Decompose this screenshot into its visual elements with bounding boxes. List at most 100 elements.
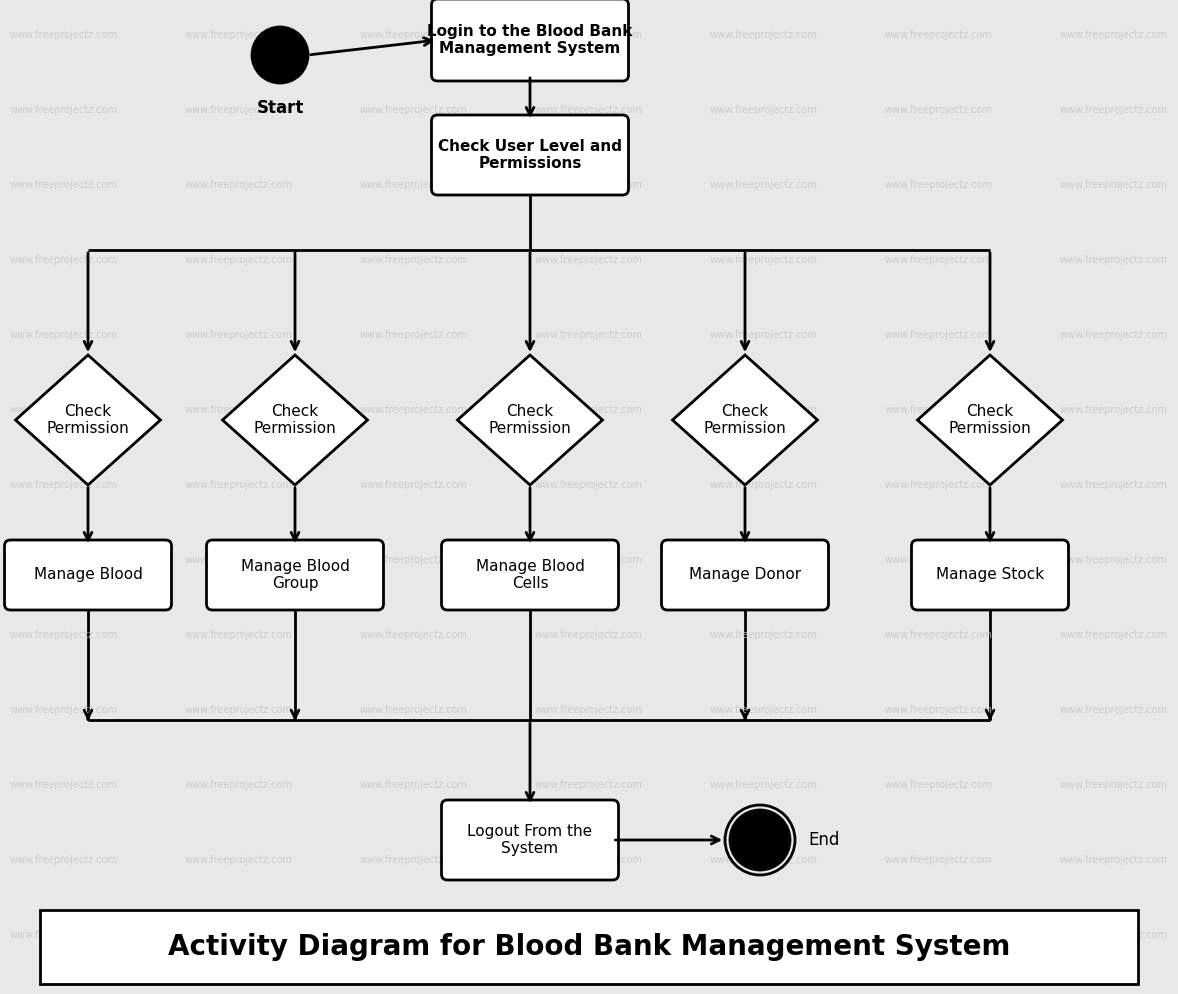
- Text: www.freeprojectz.com: www.freeprojectz.com: [535, 630, 643, 640]
- Text: www.freeprojectz.com: www.freeprojectz.com: [535, 780, 643, 790]
- Text: www.freeprojectz.com: www.freeprojectz.com: [710, 855, 818, 865]
- Text: www.freeprojectz.com: www.freeprojectz.com: [360, 930, 468, 940]
- Polygon shape: [918, 355, 1063, 485]
- Text: www.freeprojectz.com: www.freeprojectz.com: [9, 630, 118, 640]
- Text: www.freeprojectz.com: www.freeprojectz.com: [9, 855, 118, 865]
- Text: www.freeprojectz.com: www.freeprojectz.com: [710, 330, 818, 340]
- Text: www.freeprojectz.com: www.freeprojectz.com: [535, 480, 643, 490]
- Text: www.freeprojectz.com: www.freeprojectz.com: [185, 630, 293, 640]
- Text: www.freeprojectz.com: www.freeprojectz.com: [535, 255, 643, 265]
- Text: www.freeprojectz.com: www.freeprojectz.com: [885, 630, 993, 640]
- Text: www.freeprojectz.com: www.freeprojectz.com: [535, 555, 643, 565]
- FancyBboxPatch shape: [662, 540, 828, 610]
- Text: Manage Donor: Manage Donor: [689, 568, 801, 582]
- Text: Start: Start: [257, 99, 304, 117]
- Text: www.freeprojectz.com: www.freeprojectz.com: [885, 255, 993, 265]
- Text: Manage Blood: Manage Blood: [33, 568, 143, 582]
- Text: www.freeprojectz.com: www.freeprojectz.com: [185, 480, 293, 490]
- Text: www.freeprojectz.com: www.freeprojectz.com: [885, 855, 993, 865]
- Text: www.freeprojectz.com: www.freeprojectz.com: [535, 405, 643, 415]
- Text: www.freeprojectz.com: www.freeprojectz.com: [1060, 30, 1167, 40]
- FancyBboxPatch shape: [431, 115, 629, 195]
- Text: www.freeprojectz.com: www.freeprojectz.com: [1060, 705, 1167, 715]
- Polygon shape: [457, 355, 602, 485]
- Text: www.freeprojectz.com: www.freeprojectz.com: [710, 780, 818, 790]
- Text: www.freeprojectz.com: www.freeprojectz.com: [710, 705, 818, 715]
- Text: www.freeprojectz.com: www.freeprojectz.com: [710, 255, 818, 265]
- Text: Check User Level and
Permissions: Check User Level and Permissions: [438, 139, 622, 171]
- Text: www.freeprojectz.com: www.freeprojectz.com: [1060, 180, 1167, 190]
- Text: Manage Blood
Group: Manage Blood Group: [240, 559, 350, 591]
- Text: www.freeprojectz.com: www.freeprojectz.com: [535, 855, 643, 865]
- Text: www.freeprojectz.com: www.freeprojectz.com: [9, 405, 118, 415]
- Text: Activity Diagram for Blood Bank Management System: Activity Diagram for Blood Bank Manageme…: [167, 933, 1011, 961]
- Text: www.freeprojectz.com: www.freeprojectz.com: [1060, 255, 1167, 265]
- Text: www.freeprojectz.com: www.freeprojectz.com: [360, 180, 468, 190]
- Text: Check
Permission: Check Permission: [253, 404, 337, 436]
- Text: www.freeprojectz.com: www.freeprojectz.com: [710, 30, 818, 40]
- Text: www.freeprojectz.com: www.freeprojectz.com: [710, 630, 818, 640]
- Text: www.freeprojectz.com: www.freeprojectz.com: [885, 780, 993, 790]
- Text: www.freeprojectz.com: www.freeprojectz.com: [9, 480, 118, 490]
- FancyBboxPatch shape: [442, 540, 618, 610]
- Text: www.freeprojectz.com: www.freeprojectz.com: [535, 105, 643, 115]
- Polygon shape: [223, 355, 368, 485]
- Text: www.freeprojectz.com: www.freeprojectz.com: [1060, 855, 1167, 865]
- Text: www.freeprojectz.com: www.freeprojectz.com: [185, 105, 293, 115]
- Text: www.freeprojectz.com: www.freeprojectz.com: [885, 930, 993, 940]
- Circle shape: [252, 27, 307, 83]
- Text: www.freeprojectz.com: www.freeprojectz.com: [1060, 555, 1167, 565]
- FancyBboxPatch shape: [5, 540, 172, 610]
- Text: www.freeprojectz.com: www.freeprojectz.com: [360, 105, 468, 115]
- Text: www.freeprojectz.com: www.freeprojectz.com: [185, 30, 293, 40]
- Text: Logout From the
System: Logout From the System: [468, 824, 593, 856]
- Text: www.freeprojectz.com: www.freeprojectz.com: [9, 930, 118, 940]
- Circle shape: [730, 810, 790, 870]
- FancyBboxPatch shape: [40, 910, 1138, 984]
- Text: www.freeprojectz.com: www.freeprojectz.com: [1060, 405, 1167, 415]
- Text: www.freeprojectz.com: www.freeprojectz.com: [885, 330, 993, 340]
- Text: www.freeprojectz.com: www.freeprojectz.com: [885, 480, 993, 490]
- Text: www.freeprojectz.com: www.freeprojectz.com: [535, 330, 643, 340]
- Text: www.freeprojectz.com: www.freeprojectz.com: [185, 330, 293, 340]
- Text: www.freeprojectz.com: www.freeprojectz.com: [360, 855, 468, 865]
- Text: www.freeprojectz.com: www.freeprojectz.com: [9, 105, 118, 115]
- Text: www.freeprojectz.com: www.freeprojectz.com: [1060, 330, 1167, 340]
- Text: Check
Permission: Check Permission: [489, 404, 571, 436]
- Text: www.freeprojectz.com: www.freeprojectz.com: [535, 180, 643, 190]
- Text: Manage Stock: Manage Stock: [937, 568, 1044, 582]
- Text: www.freeprojectz.com: www.freeprojectz.com: [535, 30, 643, 40]
- FancyBboxPatch shape: [442, 800, 618, 880]
- Text: www.freeprojectz.com: www.freeprojectz.com: [9, 555, 118, 565]
- Text: www.freeprojectz.com: www.freeprojectz.com: [710, 180, 818, 190]
- Text: www.freeprojectz.com: www.freeprojectz.com: [1060, 930, 1167, 940]
- Text: Login to the Blood Bank
Management System: Login to the Blood Bank Management Syste…: [428, 24, 633, 57]
- Text: www.freeprojectz.com: www.freeprojectz.com: [710, 555, 818, 565]
- Text: www.freeprojectz.com: www.freeprojectz.com: [9, 330, 118, 340]
- Text: www.freeprojectz.com: www.freeprojectz.com: [1060, 480, 1167, 490]
- Text: www.freeprojectz.com: www.freeprojectz.com: [9, 30, 118, 40]
- Text: www.freeprojectz.com: www.freeprojectz.com: [360, 630, 468, 640]
- Text: Manage Blood
Cells: Manage Blood Cells: [476, 559, 584, 591]
- Text: www.freeprojectz.com: www.freeprojectz.com: [1060, 780, 1167, 790]
- Text: www.freeprojectz.com: www.freeprojectz.com: [885, 105, 993, 115]
- Text: www.freeprojectz.com: www.freeprojectz.com: [185, 555, 293, 565]
- Text: www.freeprojectz.com: www.freeprojectz.com: [185, 780, 293, 790]
- Text: www.freeprojectz.com: www.freeprojectz.com: [360, 405, 468, 415]
- Text: www.freeprojectz.com: www.freeprojectz.com: [9, 705, 118, 715]
- Text: Check
Permission: Check Permission: [47, 404, 130, 436]
- Text: www.freeprojectz.com: www.freeprojectz.com: [185, 180, 293, 190]
- Text: www.freeprojectz.com: www.freeprojectz.com: [535, 930, 643, 940]
- Text: www.freeprojectz.com: www.freeprojectz.com: [360, 330, 468, 340]
- Text: Check
Permission: Check Permission: [703, 404, 787, 436]
- Text: www.freeprojectz.com: www.freeprojectz.com: [1060, 105, 1167, 115]
- Text: www.freeprojectz.com: www.freeprojectz.com: [1060, 630, 1167, 640]
- Text: End: End: [808, 831, 840, 849]
- Text: www.freeprojectz.com: www.freeprojectz.com: [535, 705, 643, 715]
- Text: www.freeprojectz.com: www.freeprojectz.com: [710, 105, 818, 115]
- Text: www.freeprojectz.com: www.freeprojectz.com: [360, 255, 468, 265]
- Text: www.freeprojectz.com: www.freeprojectz.com: [360, 555, 468, 565]
- FancyBboxPatch shape: [912, 540, 1068, 610]
- Text: www.freeprojectz.com: www.freeprojectz.com: [885, 705, 993, 715]
- Polygon shape: [673, 355, 818, 485]
